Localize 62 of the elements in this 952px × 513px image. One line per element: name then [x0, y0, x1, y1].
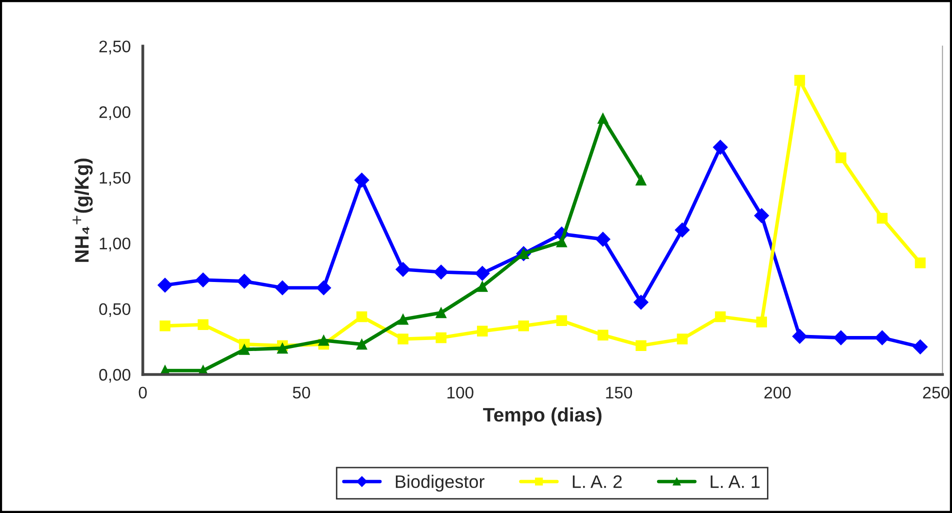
- point: [396, 262, 410, 277]
- point: [476, 326, 488, 337]
- x-tick-label: 100: [448, 386, 474, 399]
- point: [474, 266, 490, 281]
- point: [398, 334, 408, 344]
- y-tick-label: 1,50: [100, 172, 130, 186]
- point: [914, 257, 926, 268]
- point: [318, 334, 330, 346]
- legend-label: L. A. 1: [710, 475, 760, 488]
- point: [598, 330, 608, 340]
- x-tick-label: 50: [292, 386, 310, 399]
- legend-label: Biodigestor: [396, 474, 484, 492]
- point: [356, 311, 368, 322]
- y-tick-label: 2,50: [99, 40, 130, 54]
- x-axis-title: Tempo (dias): [483, 407, 602, 426]
- x-tick-label: 200: [764, 386, 791, 399]
- point: [158, 278, 172, 293]
- y-tick-label: 1,00: [100, 238, 130, 252]
- x-tick-label: 250: [923, 386, 950, 399]
- point: [636, 174, 646, 186]
- point: [436, 332, 446, 344]
- point: [238, 344, 250, 355]
- point: [556, 315, 568, 326]
- point: [634, 294, 648, 310]
- point: [436, 307, 446, 318]
- point: [876, 212, 888, 224]
- y-tick-label: 0,50: [99, 303, 130, 317]
- point: [354, 172, 370, 188]
- y-tick-label: 2,00: [99, 106, 130, 120]
- point: [198, 319, 208, 330]
- point: [556, 236, 568, 248]
- legend-label: L. A. 2: [572, 475, 622, 488]
- point: [754, 208, 769, 223]
- point: [834, 330, 848, 346]
- y-axis-title: NH₄$^{+}$(g/Kg): [72, 158, 93, 262]
- point: [236, 274, 252, 289]
- point: [277, 342, 288, 354]
- point: [275, 280, 290, 296]
- point: [398, 314, 408, 325]
- point: [598, 113, 608, 124]
- point: [792, 329, 808, 344]
- point: [874, 330, 890, 346]
- point: [836, 152, 846, 164]
- point: [316, 280, 332, 296]
- point: [434, 264, 448, 280]
- point: [676, 334, 688, 344]
- point: [356, 338, 368, 350]
- point: [674, 222, 690, 238]
- point: [518, 320, 529, 332]
- point: [794, 74, 806, 86]
- point: [196, 272, 210, 288]
- y-tick-label: 0,00: [99, 368, 130, 383]
- point: [476, 281, 488, 292]
- point: [636, 340, 646, 351]
- x-tick-label: 0: [138, 386, 147, 399]
- point: [160, 320, 170, 332]
- x-tick-label: 150: [606, 386, 632, 399]
- point: [714, 311, 726, 322]
- point: [756, 316, 767, 328]
- point: [596, 232, 610, 247]
- point: [712, 140, 728, 155]
- point: [912, 340, 928, 354]
